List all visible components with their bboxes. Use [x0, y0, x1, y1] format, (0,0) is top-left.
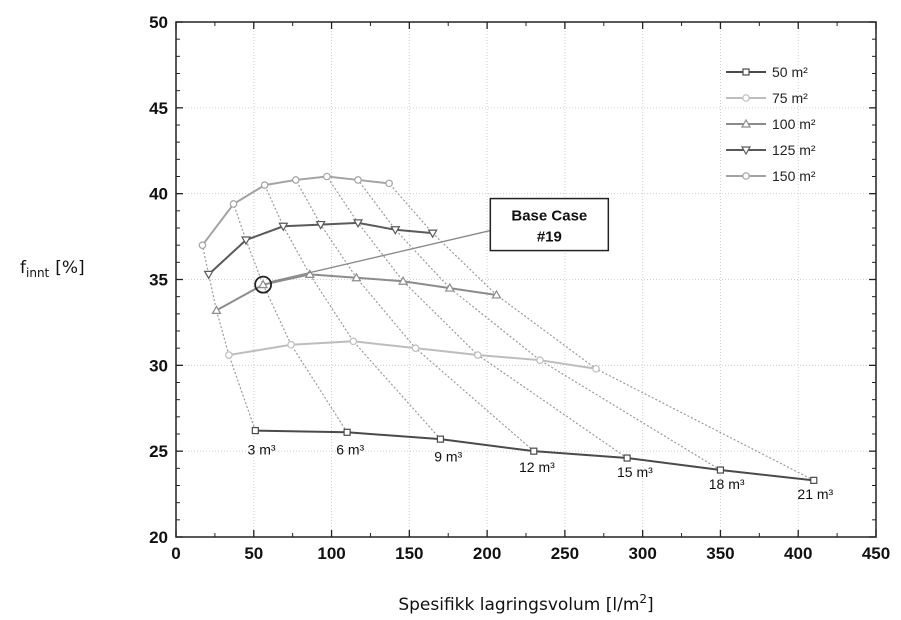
annotation-line-2: #19 [537, 229, 562, 246]
volume-line [201, 245, 256, 431]
data-point [740, 118, 752, 128]
x-tick-label: 400 [784, 544, 812, 563]
annotation-line-1: Base Case [511, 208, 587, 225]
series-markers [198, 172, 818, 484]
y-tick-label: 20 [149, 528, 168, 547]
x-tick-label: 150 [395, 544, 423, 563]
data-point [343, 428, 351, 436]
axis-ticks: 0 50 100 150 200 250 300 350 400 450 20 25 30 35 40 45 5… [149, 13, 890, 563]
x-axis-label-superscript: 2 [639, 592, 647, 606]
data-point [444, 282, 455, 292]
data-point [287, 340, 295, 349]
annotation-box [489, 197, 610, 252]
data-point [742, 172, 750, 180]
volume-line [232, 203, 348, 433]
data-point [229, 200, 238, 208]
data-point [742, 94, 750, 102]
x-tick-label: 450 [862, 544, 890, 563]
annotation-leader-line [270, 229, 491, 283]
y-tick-label: 30 [149, 356, 168, 375]
y-axis-label: finnt [%] [20, 258, 85, 280]
data-point [390, 226, 401, 235]
y-axis-label-subscript: innt [26, 266, 50, 280]
y-axis-label-main: f [20, 258, 27, 278]
data-point [315, 220, 326, 230]
x-axis-label-main: Spesifikk lagringsvolum [l/m [398, 595, 639, 615]
data-point [742, 68, 750, 76]
data-point [716, 466, 725, 474]
y-tick-label: 50 [149, 13, 168, 32]
data-point [354, 176, 362, 184]
volume-line [264, 184, 441, 440]
legend-label: 75 m² [772, 90, 808, 106]
data-point [623, 454, 631, 462]
x-tick-label: 100 [317, 544, 345, 563]
volume-label: 6 m³ [336, 442, 364, 458]
y-tick-label: 25 [149, 442, 168, 461]
volume-label: 21 m³ [797, 486, 833, 502]
legend-label: 100 m² [772, 116, 816, 132]
data-point [530, 447, 538, 455]
legend: 50 m² 75 m² 100 m² 125 m² 150 m² [726, 64, 816, 184]
data-point [592, 364, 600, 373]
data-point [323, 172, 331, 181]
volume-line [357, 179, 721, 471]
data-point [225, 351, 233, 359]
volume-label: 9 m³ [434, 448, 462, 464]
base-case-marker [254, 275, 273, 294]
data-point [810, 476, 818, 484]
y-tick-label: 40 [149, 185, 168, 204]
volume-label: 12 m³ [519, 459, 555, 475]
data-point [398, 276, 409, 285]
x-axis-label-end: ] [647, 595, 654, 615]
legend-label: 50 m² [772, 64, 808, 80]
data-point [385, 179, 393, 188]
data-point [211, 305, 222, 314]
legend-label: 150 m² [772, 168, 816, 184]
data-point [260, 181, 269, 189]
data-point [304, 269, 315, 278]
data-point [198, 241, 207, 249]
volume-label: 18 m³ [709, 476, 745, 492]
data-point [278, 222, 289, 232]
y-tick-label: 35 [149, 271, 168, 290]
data-point [473, 351, 482, 359]
data-point [258, 279, 269, 289]
x-tick-label: 300 [628, 544, 656, 563]
x-axis-label: Spesifikk lagringsvolum [l/m2] [398, 592, 653, 615]
data-point [536, 356, 544, 364]
x-tick-label: 50 [244, 544, 263, 563]
data-point [427, 229, 438, 239]
data-point [349, 337, 358, 346]
x-tick-label: 350 [706, 544, 734, 563]
data-point [491, 289, 502, 299]
legend-label: 125 m² [772, 142, 816, 158]
y-tick-label: 45 [149, 99, 168, 118]
x-tick-label: 250 [551, 544, 579, 563]
x-tick-label: 0 [171, 544, 180, 563]
data-point [740, 146, 752, 156]
data-point [436, 435, 445, 443]
data-point [203, 270, 214, 280]
data-point [251, 426, 259, 435]
data-point [240, 236, 252, 246]
series-line [228, 340, 597, 370]
data-point [351, 272, 362, 282]
x-tick-label: 200 [473, 544, 501, 563]
data-point [291, 176, 300, 184]
volume-label: 15 m³ [617, 464, 653, 480]
volume-labels: 3 m³ 6 m³ 9 m³ 12 m³ 15 m³ 18 m³ 21 m³ [248, 442, 834, 503]
series-line [201, 175, 390, 246]
base-case-annotation: Base Case #19 [254, 197, 610, 294]
y-axis-label-unit: [%] [55, 258, 84, 278]
data-point [352, 219, 364, 229]
data-point [411, 344, 420, 352]
volume-line [326, 176, 628, 459]
volume-label: 3 m³ [248, 442, 276, 458]
